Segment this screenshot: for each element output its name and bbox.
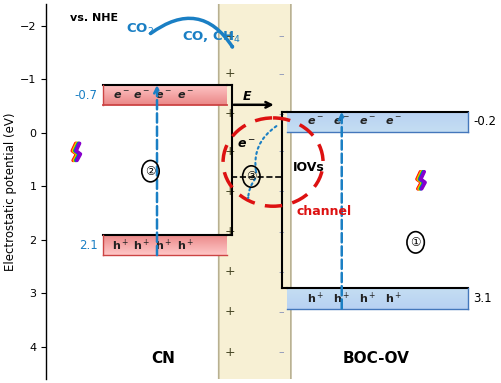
Text: channel: channel bbox=[297, 205, 352, 218]
Text: –: – bbox=[278, 69, 284, 79]
Text: e$^-$: e$^-$ bbox=[237, 138, 256, 151]
Y-axis label: Electrostatic potential (eV): Electrostatic potential (eV) bbox=[4, 112, 17, 271]
Text: e$^-$: e$^-$ bbox=[113, 90, 129, 101]
Text: +: + bbox=[225, 185, 235, 198]
Text: –: – bbox=[278, 187, 284, 196]
Text: –: – bbox=[278, 347, 284, 357]
Text: e$^-$: e$^-$ bbox=[133, 90, 150, 101]
Text: h$^+$: h$^+$ bbox=[112, 237, 129, 253]
Text: +: + bbox=[225, 145, 235, 158]
Text: CO$_2$: CO$_2$ bbox=[126, 22, 154, 38]
Text: ③: ③ bbox=[246, 170, 257, 183]
Text: e$^-$: e$^-$ bbox=[385, 116, 402, 128]
Text: –: – bbox=[278, 109, 284, 119]
FancyArrowPatch shape bbox=[248, 179, 255, 198]
Text: h$^+$: h$^+$ bbox=[177, 237, 194, 253]
Text: CO, CH$_4$: CO, CH$_4$ bbox=[182, 30, 241, 45]
Text: +: + bbox=[225, 265, 235, 278]
Text: ①: ① bbox=[410, 236, 421, 249]
Text: +: + bbox=[225, 225, 235, 238]
Text: h$^+$: h$^+$ bbox=[385, 291, 402, 306]
Text: +: + bbox=[225, 345, 235, 358]
Text: E: E bbox=[242, 90, 251, 103]
Text: BOC-OV: BOC-OV bbox=[343, 351, 410, 366]
Text: h$^+$: h$^+$ bbox=[307, 291, 324, 306]
Text: +: + bbox=[225, 67, 235, 80]
Text: -0.2: -0.2 bbox=[473, 115, 496, 128]
Text: –: – bbox=[278, 227, 284, 237]
Text: -0.7: -0.7 bbox=[75, 88, 98, 101]
Text: +: + bbox=[225, 30, 235, 43]
FancyArrowPatch shape bbox=[150, 18, 232, 47]
Text: e$^-$: e$^-$ bbox=[155, 90, 172, 101]
Text: e$^-$: e$^-$ bbox=[359, 116, 376, 128]
Text: h$^+$: h$^+$ bbox=[133, 237, 150, 253]
Text: 3.1: 3.1 bbox=[473, 292, 491, 305]
Text: e$^-$: e$^-$ bbox=[177, 90, 194, 101]
Text: ②: ② bbox=[145, 165, 156, 178]
Text: e$^-$: e$^-$ bbox=[307, 116, 324, 128]
FancyBboxPatch shape bbox=[219, 0, 291, 383]
Text: –: – bbox=[278, 307, 284, 317]
Text: h$^+$: h$^+$ bbox=[359, 291, 376, 306]
Text: –: – bbox=[278, 31, 284, 41]
Text: h$^+$: h$^+$ bbox=[333, 291, 350, 306]
Text: vs. NHE: vs. NHE bbox=[70, 13, 118, 23]
Text: IOVs: IOVs bbox=[293, 161, 325, 174]
FancyArrowPatch shape bbox=[256, 126, 277, 172]
Text: CN: CN bbox=[152, 351, 175, 366]
Text: h$^+$: h$^+$ bbox=[155, 237, 172, 253]
Text: –: – bbox=[278, 267, 284, 277]
Text: 2.1: 2.1 bbox=[79, 239, 98, 252]
Text: +: + bbox=[225, 305, 235, 318]
Text: –: – bbox=[278, 146, 284, 156]
Text: e$^-$: e$^-$ bbox=[333, 116, 350, 128]
Text: +: + bbox=[225, 107, 235, 120]
